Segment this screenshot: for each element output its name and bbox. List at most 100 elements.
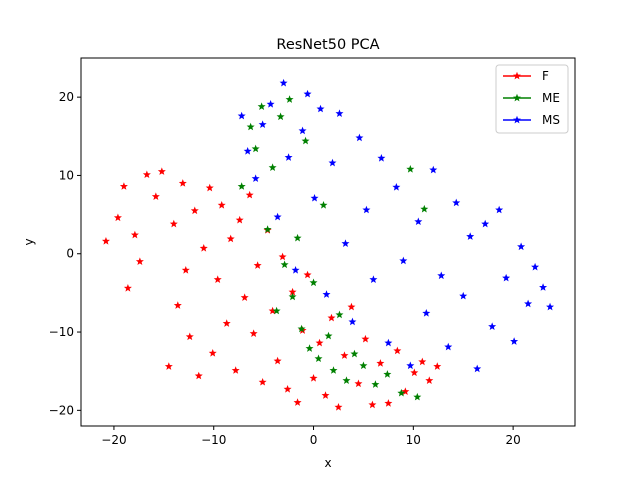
data-point-f	[384, 399, 393, 407]
data-point-f	[151, 192, 160, 200]
data-point-me	[301, 136, 310, 145]
data-point-ms	[298, 126, 307, 135]
data-point-ms	[517, 242, 526, 251]
data-point-ms	[546, 302, 555, 311]
data-point-me	[263, 225, 272, 233]
data-point-f	[273, 356, 282, 365]
data-point-me	[350, 349, 359, 358]
data-point-f	[309, 374, 318, 382]
plot-frame	[80, 57, 576, 427]
data-point-me	[335, 310, 344, 319]
data-point-f	[425, 376, 434, 384]
legend-item-ms: MS	[503, 113, 560, 127]
data-point-f	[217, 201, 226, 209]
data-point-me	[288, 292, 297, 301]
data-point-ms	[341, 239, 350, 247]
data-point-ms	[377, 154, 386, 162]
data-point-ms	[473, 364, 482, 373]
data-point-f	[199, 244, 208, 252]
y-tick-label: −20	[49, 403, 74, 417]
x-tick-label: 20	[505, 433, 520, 447]
data-point-ms	[335, 109, 344, 117]
data-point-ms	[459, 291, 468, 300]
data-point-f	[268, 306, 277, 315]
data-point-ms	[362, 205, 371, 214]
legend-item-f: F	[503, 69, 549, 83]
data-point-ms	[322, 290, 331, 298]
data-point-ms	[348, 317, 357, 326]
x-tick-label: 10	[406, 433, 421, 447]
data-point-ms	[392, 182, 401, 191]
data-point-f	[222, 319, 231, 327]
data-point-ms	[531, 262, 540, 271]
data-point-ms	[444, 342, 453, 351]
y-tick-label: 20	[59, 90, 74, 104]
data-point-f	[303, 270, 312, 279]
data-point-f	[240, 293, 249, 301]
data-point-me	[246, 122, 255, 131]
data-point-f	[113, 213, 122, 222]
data-point-me	[305, 344, 314, 352]
data-point-f	[253, 261, 262, 269]
data-point-me	[413, 392, 422, 401]
data-point-me	[324, 331, 333, 340]
data-point-f	[135, 257, 144, 265]
chart-title: ResNet50 PCA	[276, 37, 379, 53]
data-point-f	[119, 182, 128, 190]
data-point-f	[123, 284, 132, 292]
data-point-ms	[539, 283, 548, 291]
y-tick-label: −10	[49, 325, 74, 339]
data-point-f	[208, 348, 217, 357]
data-point-ms	[243, 146, 252, 155]
data-point-ms	[422, 309, 431, 317]
data-point-f	[157, 167, 166, 175]
data-point-f	[315, 338, 324, 347]
data-point-f	[205, 183, 214, 192]
data-point-ms	[258, 120, 267, 128]
legend-label: MS	[542, 113, 560, 127]
data-point-me	[383, 370, 392, 378]
y-tick-label: 0	[66, 247, 74, 261]
data-point-ms	[291, 265, 300, 274]
data-point-ms	[237, 111, 246, 120]
data-point-f	[321, 391, 330, 399]
data-point-f	[173, 301, 182, 309]
data-point-me	[406, 164, 415, 173]
data-point-ms	[369, 275, 378, 283]
data-point-f	[327, 313, 336, 322]
data-point-ms	[488, 322, 497, 330]
y-axis: −20 −10 0 10 20	[49, 90, 81, 417]
x-axis: −20 −10 0 10 20	[101, 426, 521, 447]
data-point-ms	[355, 133, 364, 142]
data-point-f	[393, 346, 402, 355]
legend: F ME MS	[495, 64, 569, 134]
data-point-me	[285, 95, 294, 103]
x-tick-label: −20	[101, 433, 126, 447]
data-point-me	[359, 361, 368, 370]
points-layer	[101, 78, 555, 411]
data-point-me	[342, 376, 351, 384]
data-point-f	[376, 359, 385, 367]
data-point-ms	[466, 232, 475, 240]
data-point-me	[251, 144, 260, 153]
data-point-f	[142, 170, 151, 179]
data-point-ms	[251, 174, 260, 182]
data-point-f	[194, 371, 203, 380]
x-axis-label: x	[324, 456, 331, 470]
data-point-f	[101, 237, 110, 245]
data-point-f	[278, 252, 287, 261]
legend-star-icon	[513, 71, 521, 80]
data-point-f	[249, 329, 258, 338]
data-point-f	[334, 403, 343, 411]
data-point-me	[280, 260, 289, 269]
data-point-f	[347, 302, 356, 311]
series-me	[237, 95, 429, 401]
data-point-f	[185, 332, 194, 341]
data-point-me	[268, 163, 277, 172]
data-point-f	[164, 362, 173, 370]
legend-frame	[495, 64, 569, 134]
series-ms	[237, 78, 555, 373]
data-point-me	[319, 201, 328, 209]
data-point-ms	[502, 273, 511, 282]
